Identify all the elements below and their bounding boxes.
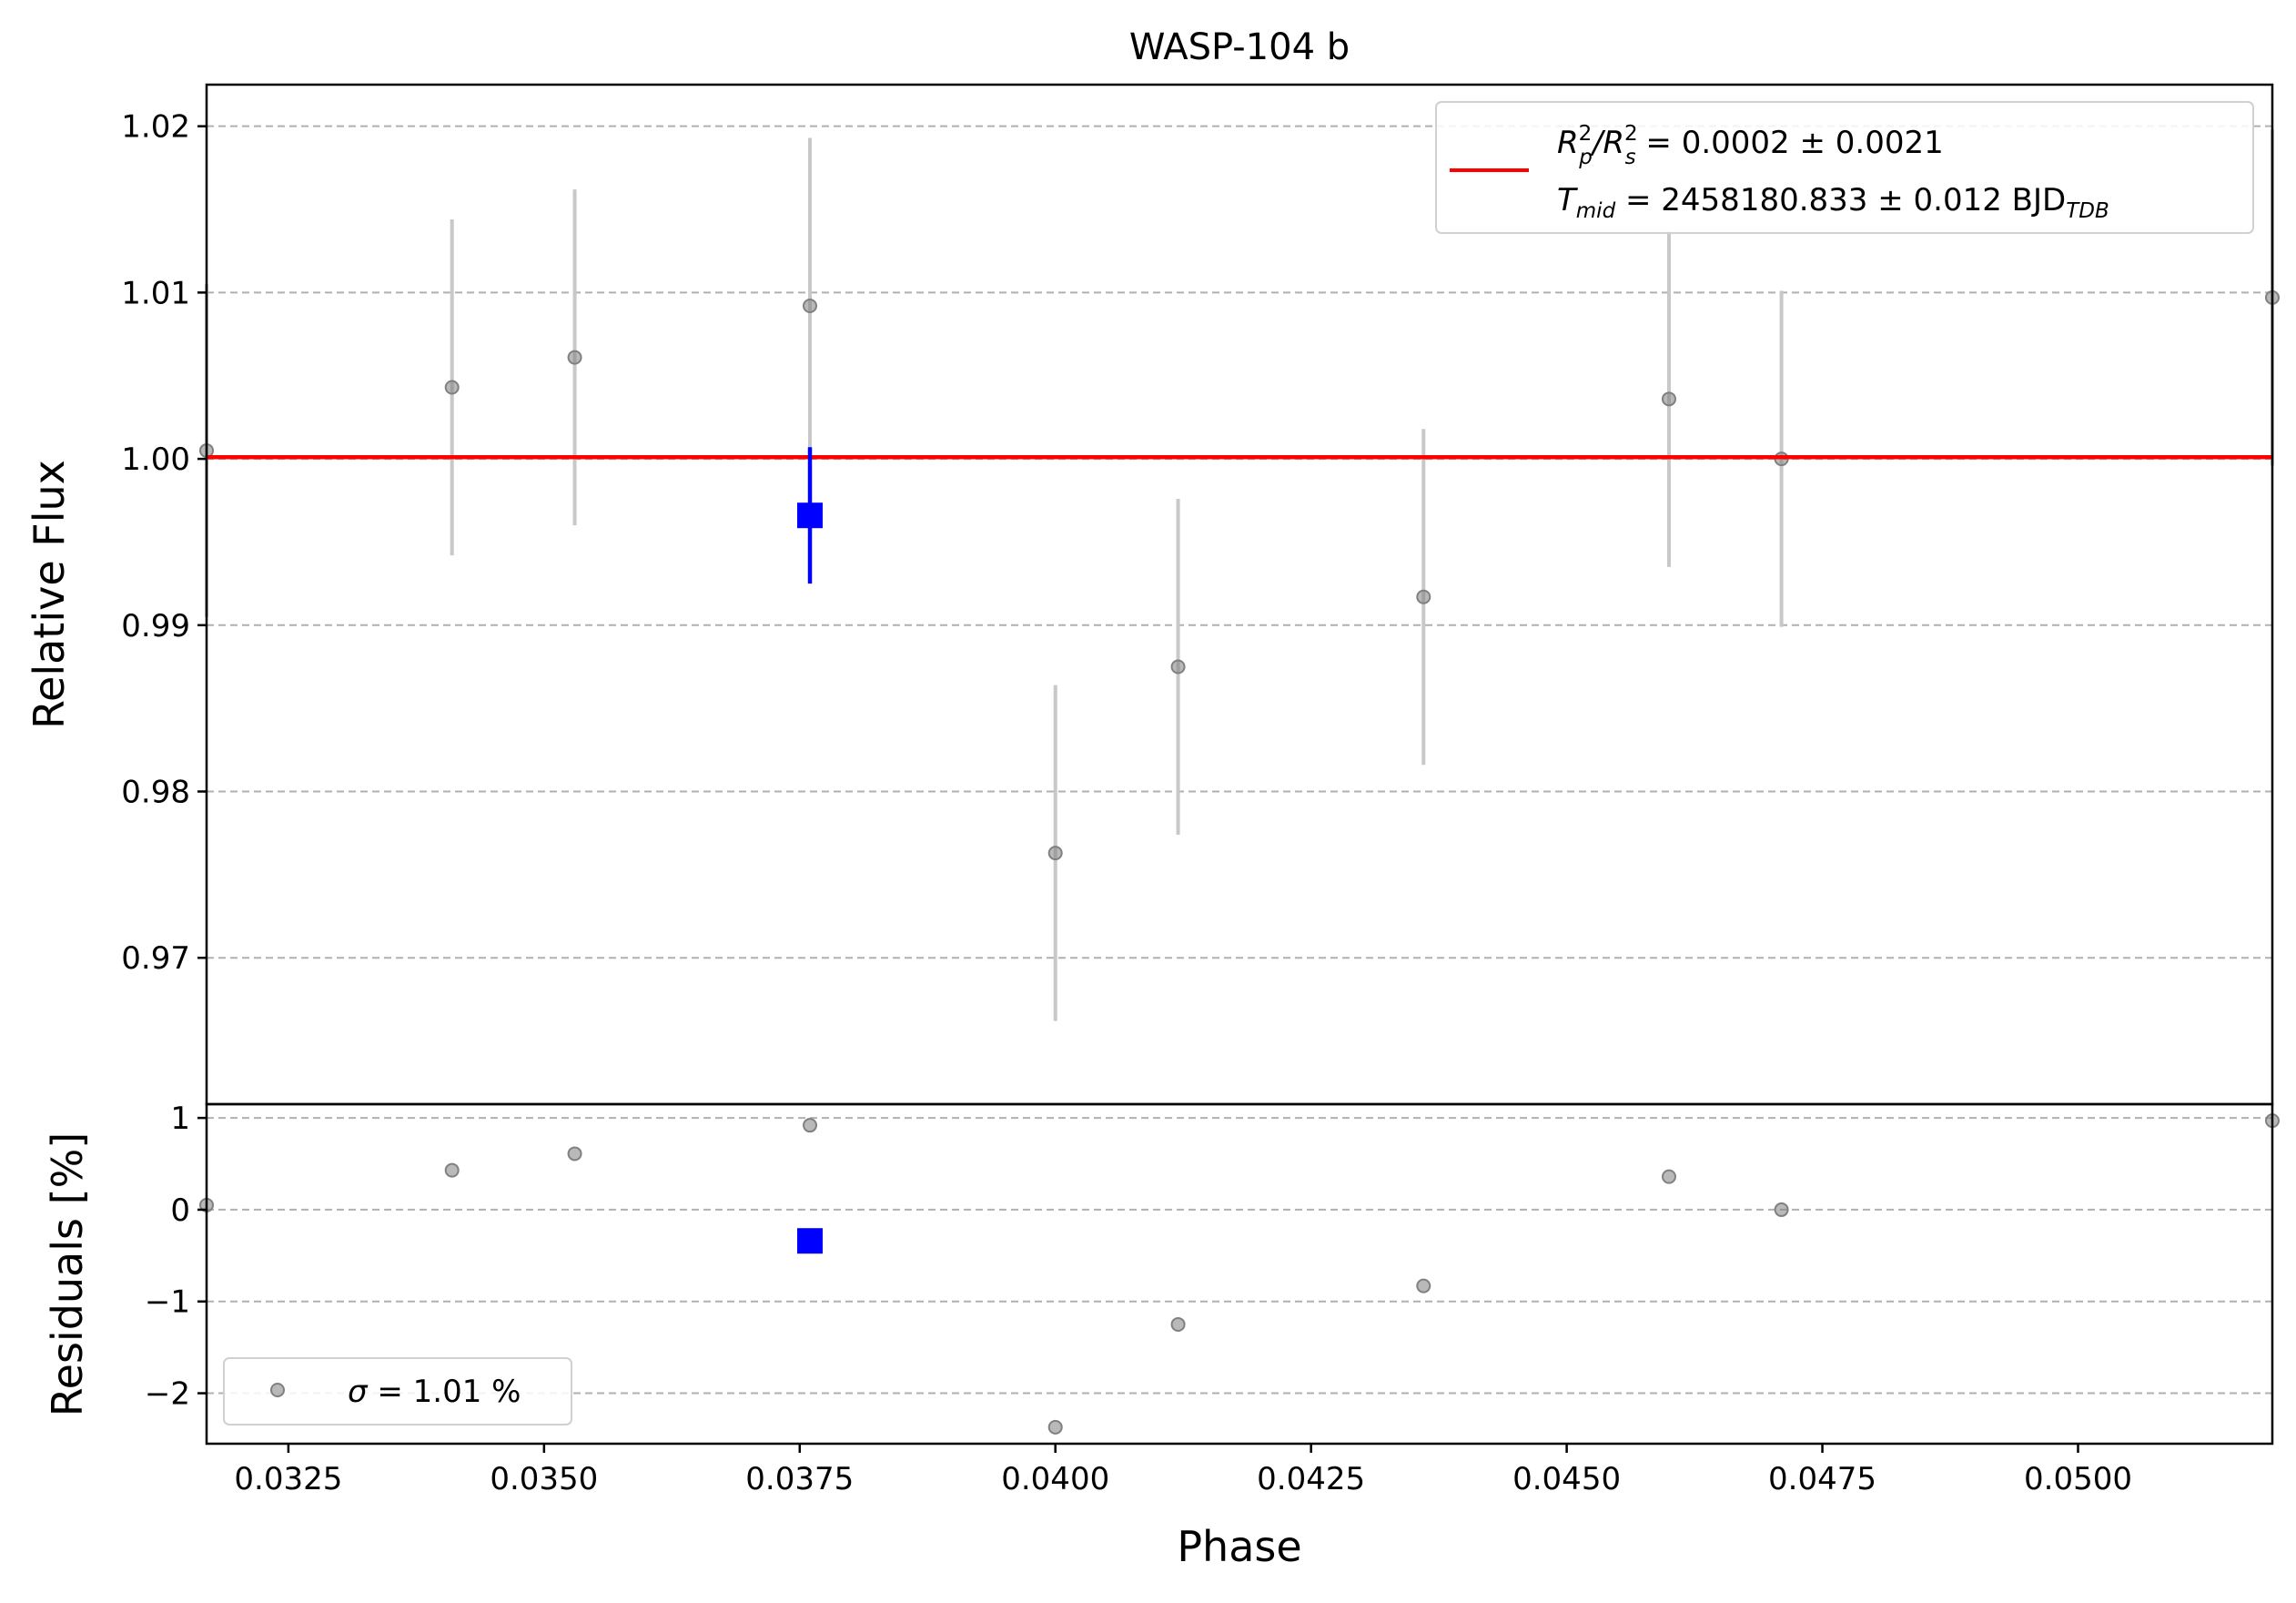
x-tick-label: 0.0350 xyxy=(490,1461,598,1497)
x-tick-label: 0.0475 xyxy=(1768,1461,1876,1497)
x-tick-label: 0.0425 xyxy=(1257,1461,1365,1497)
residual-point xyxy=(1661,1169,1676,1184)
x-tick-label: 0.0400 xyxy=(1001,1461,1109,1497)
residual-point xyxy=(1047,1419,1063,1435)
flux-y-tick-label: 0.97 xyxy=(121,940,190,977)
flux-legend-box xyxy=(1435,101,2254,234)
x-tick-label: 0.0450 xyxy=(1512,1461,1621,1497)
residuals-y-tick-label: 1 xyxy=(170,1101,190,1137)
flux-y-tick-label: 1.00 xyxy=(121,441,190,478)
residuals-legend: σ = 1.01 % xyxy=(223,1357,572,1425)
residuals-y-tick-label: −2 xyxy=(145,1376,190,1413)
flux-y-tick-label: 1.02 xyxy=(121,109,190,146)
residual-point xyxy=(1416,1278,1431,1294)
x-ticks: 0.0325 0.0350 0.0375 0.0400 0.0425 0.0450 0.04… xyxy=(234,1444,2132,1497)
legend-sigma-marker xyxy=(270,1383,285,1397)
flux-y-axis-label: Relative Flux xyxy=(25,460,74,729)
flux-point xyxy=(1047,846,1063,861)
residuals-y-ticks: −2 −1 0 1 xyxy=(145,1101,207,1413)
flux-y-tick-label: 0.98 xyxy=(121,775,190,811)
residual-point xyxy=(1774,1202,1789,1217)
flux-point xyxy=(567,350,582,365)
residuals-binned-points xyxy=(797,1228,824,1254)
x-axis-label: Phase xyxy=(1177,1522,1301,1571)
flux-point xyxy=(1170,659,1186,675)
flux-point xyxy=(803,299,818,314)
flux-binned-point xyxy=(797,502,824,529)
residuals-legend-box xyxy=(223,1357,572,1425)
residual-point xyxy=(444,1162,460,1178)
legend-tmid-label: Tmid = 2458180.833 ± 0.012 BJDTDB xyxy=(1557,182,2109,223)
legend-model-label: R2 p/R2 s = 0.0002 ± 0.0021 xyxy=(1557,122,1944,169)
residuals-y-tick-label: 0 xyxy=(170,1192,190,1229)
x-tick-label: 0.0325 xyxy=(234,1461,342,1497)
flux-y-tick-label: 0.99 xyxy=(121,608,190,644)
flux-y-ticks: 0.97 0.98 0.99 1.00 1.01 1.02 xyxy=(121,109,207,977)
residual-binned-point xyxy=(797,1228,824,1254)
residual-point xyxy=(567,1146,582,1162)
flux-binned-points xyxy=(797,447,824,584)
residuals-panel: −2−101 0.0325 0.0350 0.0375 0.0400 0.0425 0.0… xyxy=(43,1101,2280,1571)
flux-point xyxy=(1661,391,1676,407)
residual-point xyxy=(1170,1316,1186,1332)
residuals-y-axis-label: Residuals [%] xyxy=(43,1132,92,1416)
residuals-points xyxy=(199,1113,2280,1435)
residual-point xyxy=(803,1118,818,1133)
flux-point xyxy=(444,380,460,395)
plot-title: WASP-104 b xyxy=(1129,26,1350,68)
residuals-axes-frame xyxy=(205,1102,2274,1446)
flux-y-tick-label: 1.01 xyxy=(121,275,190,311)
legend-sigma-label: σ = 1.01 % xyxy=(348,1374,521,1410)
residuals-y-tick-label: −1 xyxy=(145,1284,190,1321)
flux-legend: R2 p/R2 s = 0.0002 ± 0.0021 Tmid = 2458180… xyxy=(1435,101,2254,234)
x-tick-label: 0.0500 xyxy=(2024,1461,2132,1497)
flux-panel: 0.97 0.98 0.99 1.00 1.01 1.02 WASP-104 b Rela… xyxy=(25,26,2280,1106)
x-tick-label: 0.0375 xyxy=(745,1461,854,1497)
flux-point xyxy=(1416,589,1431,604)
